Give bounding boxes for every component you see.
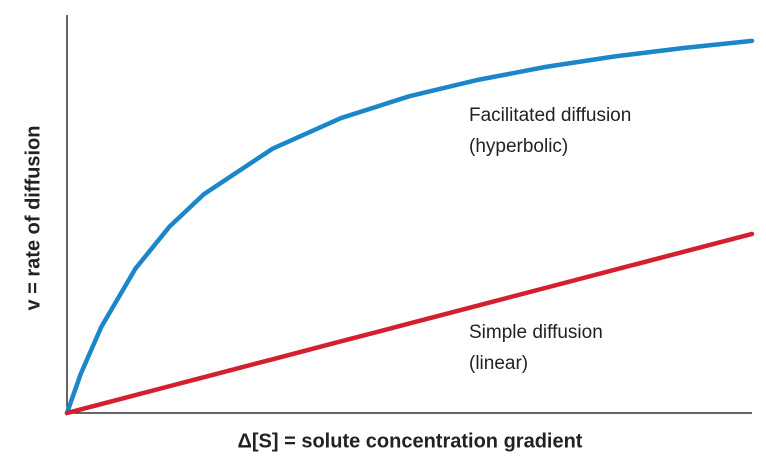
annotation: (linear) [469,353,528,374]
annotation: (hyperbolic) [469,136,568,157]
series-line [64,38,755,416]
y-axis-label: v = rate of diffusion [22,125,44,310]
annotation: Facilitated diffusion [469,105,631,126]
x-axis-label: Δ[S] = solute concentration gradient [238,430,583,452]
annotation: Simple diffusion [469,322,603,343]
series-line [64,231,755,416]
